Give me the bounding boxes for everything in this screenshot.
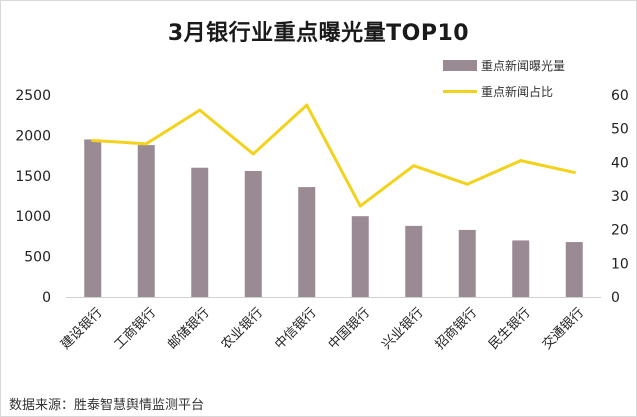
x-category-label: 民生银行 [486, 305, 533, 352]
x-category-label: 工商银行 [112, 305, 159, 352]
y-right-tick-label: 50 [611, 122, 629, 138]
line-point [358, 204, 362, 208]
y-left-tick-label: 2500 [15, 88, 51, 104]
bar [84, 139, 102, 297]
y-axis-right: 0 10 20 30 40 50 60 [611, 88, 629, 306]
bar [565, 242, 583, 297]
y-left-tick-label: 1500 [15, 169, 51, 185]
chart-title: 3月银行业重点曝光量TOP10 [167, 21, 470, 46]
y-right-tick-label: 10 [611, 256, 629, 272]
legend-item-line: 重点新闻占比 [443, 81, 565, 101]
legend: 重点新闻曝光量 重点新闻占比 [443, 55, 565, 107]
bar [458, 229, 476, 297]
line-point [305, 103, 309, 107]
y-right-tick-label: 40 [611, 155, 629, 171]
source-note: 数据来源：胜泰智慧舆情监测平台 [9, 398, 205, 413]
line-point [91, 138, 95, 142]
y-right-tick-label: 60 [611, 88, 629, 104]
x-category-label: 建设银行 [58, 305, 105, 352]
bar [512, 240, 530, 297]
x-axis-labels: 建设银行 工商银行 邮储银行 农业银行 中信银行 中国银行 兴业银行 招商银行 民生银行 交通银行 [58, 305, 587, 353]
line-point [572, 170, 576, 174]
legend-line-label: 重点新闻占比 [481, 84, 554, 99]
y-left-tick-label: 1000 [15, 209, 51, 225]
line-point [465, 182, 469, 186]
bar [244, 170, 262, 297]
line-point [144, 142, 148, 146]
bar [137, 145, 155, 297]
line-point [519, 159, 523, 163]
x-category-label: 农业银行 [219, 305, 266, 352]
x-category-label: 交通银行 [539, 305, 587, 353]
line-point [412, 164, 416, 168]
y-right-tick-label: 30 [611, 189, 629, 205]
bar [298, 187, 316, 297]
bar-series [84, 139, 583, 297]
line-series [91, 103, 576, 208]
bar [351, 216, 369, 297]
y-right-tick-label: 20 [611, 223, 629, 239]
x-category-label: 中国银行 [326, 305, 373, 352]
legend-bar-swatch [443, 59, 477, 71]
legend-line-swatch [443, 89, 477, 93]
y-right-tick-label: 0 [611, 290, 620, 306]
x-category-label: 邮储银行 [165, 305, 212, 352]
legend-bar-label: 重点新闻曝光量 [481, 58, 566, 73]
line-point [198, 108, 202, 112]
x-category-label: 中信银行 [272, 305, 319, 352]
y-left-tick-label: 500 [24, 250, 51, 266]
y-axis-left: 0 500 1000 1500 2000 2500 [15, 88, 51, 306]
x-category-label: 兴业银行 [379, 305, 426, 352]
x-category-label: 招商银行 [433, 305, 480, 352]
y-left-tick-label: 2000 [15, 128, 51, 144]
bar [191, 167, 209, 297]
legend-item-bar: 重点新闻曝光量 [443, 55, 565, 75]
y-left-tick-label: 0 [42, 290, 51, 306]
line-path [91, 103, 576, 208]
line-point [251, 152, 255, 156]
bar [405, 225, 423, 297]
